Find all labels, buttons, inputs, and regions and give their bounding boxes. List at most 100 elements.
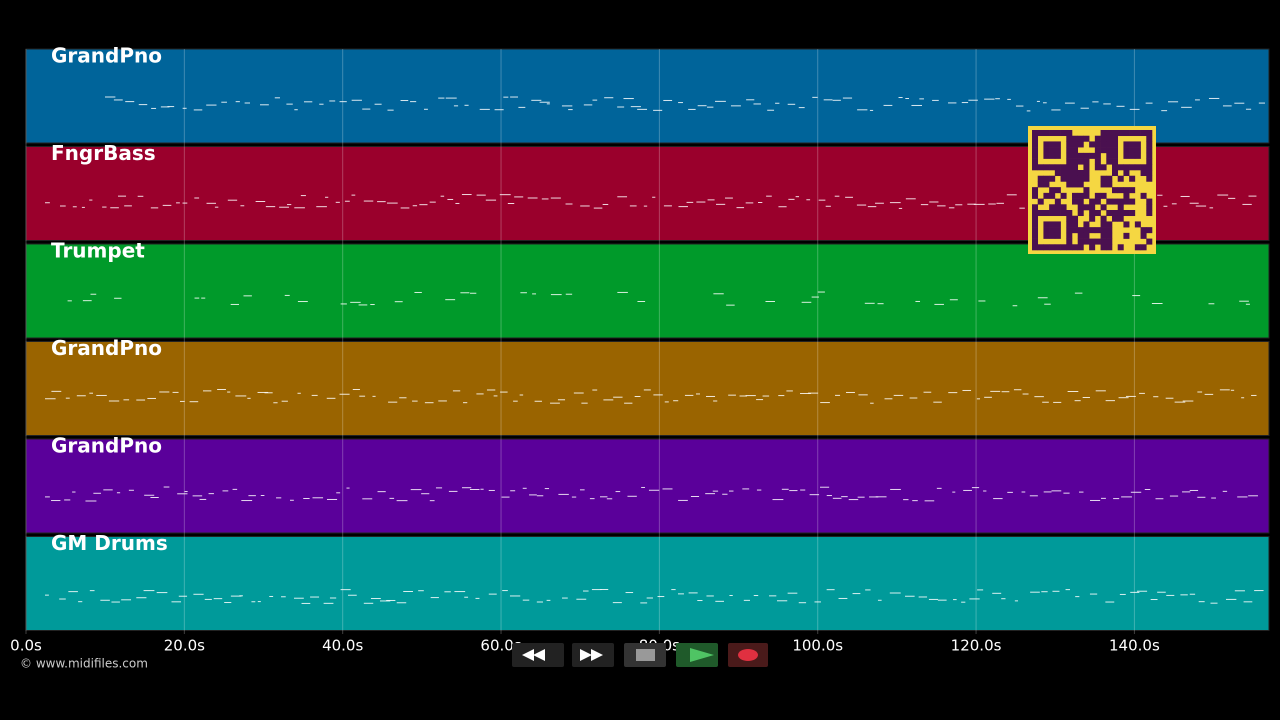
qr-module — [1117, 244, 1124, 251]
qr-module — [1106, 210, 1113, 217]
qr-module — [1123, 147, 1130, 154]
qr-module — [1117, 175, 1124, 182]
qr-module — [1072, 227, 1079, 234]
qr-module — [1049, 210, 1056, 217]
qr-module — [1089, 210, 1096, 217]
qr-module — [1140, 244, 1147, 251]
qr-module — [1123, 170, 1130, 177]
qr-module — [1117, 164, 1124, 171]
qr-module — [1112, 152, 1119, 159]
qr-module — [1060, 244, 1067, 251]
qr-module — [1049, 141, 1056, 148]
forward-icon — [580, 649, 603, 661]
qr-module — [1066, 181, 1073, 188]
qr-module — [1043, 175, 1050, 182]
qr-module — [1083, 238, 1090, 245]
qr-module — [1117, 204, 1124, 211]
qr-module — [1077, 175, 1084, 182]
transport — [512, 643, 768, 667]
qr-module — [1037, 130, 1044, 137]
qr-module — [1066, 227, 1073, 234]
qr-module — [1112, 215, 1119, 222]
qr-module — [1129, 147, 1136, 154]
qr-module — [1106, 244, 1113, 251]
x-tick-label: 120.0s — [951, 637, 1002, 655]
qr-module — [1134, 221, 1141, 228]
qr-module — [1054, 164, 1061, 171]
qr-module — [1049, 192, 1056, 199]
qr-module — [1100, 181, 1107, 188]
qr-module — [1089, 238, 1096, 245]
qr-module — [1072, 141, 1079, 148]
qr-module — [1072, 221, 1079, 228]
qr-module — [1077, 152, 1084, 159]
qr-module — [1134, 152, 1141, 159]
qr-module — [1066, 244, 1073, 251]
qr-module — [1083, 227, 1090, 234]
qr-module — [1066, 130, 1073, 137]
qr-module — [1094, 147, 1101, 154]
qr-module — [1072, 244, 1079, 251]
qr-module — [1106, 158, 1113, 165]
qr-module — [1083, 192, 1090, 199]
qr-module — [1049, 130, 1056, 137]
qr-module — [1129, 141, 1136, 148]
qr-module — [1043, 164, 1050, 171]
qr-module — [1112, 170, 1119, 177]
qr-module — [1112, 141, 1119, 148]
note-texture — [67, 291, 1250, 307]
qr-module — [1054, 210, 1061, 217]
qr-module — [1066, 135, 1073, 142]
note-texture — [45, 194, 1257, 209]
qr-module — [1083, 204, 1090, 211]
qr-module — [1083, 170, 1090, 177]
qr-module — [1094, 227, 1101, 234]
qr-module — [1140, 164, 1147, 171]
qr-module — [1049, 147, 1056, 154]
qr-module — [1117, 198, 1124, 205]
qr-module — [1054, 198, 1061, 205]
qr-module — [1134, 141, 1141, 148]
qr-module — [1094, 141, 1101, 148]
qr-module — [1032, 192, 1039, 199]
qr-module — [1089, 204, 1096, 211]
qr-module — [1049, 221, 1056, 228]
qr-module — [1037, 198, 1044, 205]
note-texture — [45, 486, 1258, 502]
qr-module — [1054, 147, 1061, 154]
qr-module — [1037, 175, 1044, 182]
qr-module — [1077, 181, 1084, 188]
qr-module — [1054, 244, 1061, 251]
qr-module — [1043, 210, 1050, 217]
qr-module — [1129, 152, 1136, 159]
qr-module — [1066, 221, 1073, 228]
qr-module — [1100, 232, 1107, 239]
qr-module — [1094, 152, 1101, 159]
qr-module — [1129, 164, 1136, 171]
qr-module — [1043, 147, 1050, 154]
qr-module — [1077, 238, 1084, 245]
qr-module — [1066, 210, 1073, 217]
qr-module — [1106, 238, 1113, 245]
qr-module — [1083, 175, 1090, 182]
qr-module — [1060, 130, 1067, 137]
qr-module — [1066, 158, 1073, 165]
qr-module — [1054, 152, 1061, 159]
qr-module — [1043, 221, 1050, 228]
note-texture — [45, 589, 1264, 604]
qr-module — [1032, 187, 1039, 194]
x-tick-label: 20.0s — [164, 637, 205, 655]
qr-module — [1049, 227, 1056, 234]
qr-module — [1043, 130, 1050, 137]
qr-module — [1043, 244, 1050, 251]
qr-module — [1060, 192, 1067, 199]
qr-module — [1032, 210, 1039, 217]
play-icon — [690, 648, 714, 662]
qr-module — [1106, 232, 1113, 239]
qr-module — [1146, 204, 1153, 211]
qr-module — [1129, 175, 1136, 182]
qr-module — [1083, 164, 1090, 171]
qr-module — [1112, 135, 1119, 142]
qr-module — [1072, 170, 1079, 177]
qr-module — [1146, 158, 1153, 165]
